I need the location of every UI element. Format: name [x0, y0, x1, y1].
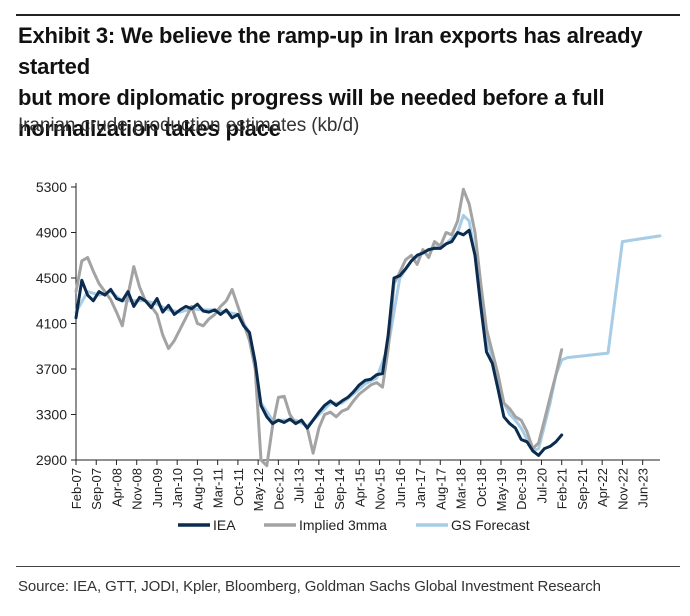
legend-label: IEA	[213, 517, 236, 533]
x-tick-label: Nov-22	[615, 468, 630, 510]
x-tick-label: Apr-08	[109, 468, 124, 507]
x-tick-label: Oct-18	[474, 468, 489, 507]
series-line-implied-3mma	[74, 187, 564, 468]
x-tick-label: Apr-15	[352, 468, 367, 507]
x-tick-label: Aug-10	[190, 468, 205, 510]
x-tick-label: Dec-19	[514, 468, 529, 510]
chart-subtitle: Iranian crude production estimates (kb/d…	[18, 115, 360, 136]
source-note: Source: IEA, GTT, JODI, Kpler, Bloomberg…	[18, 578, 601, 595]
x-tick-label: Jan-10	[170, 468, 185, 508]
x-tick-label: Aug-17	[433, 468, 448, 510]
x-tick-label: Sep-07	[89, 468, 104, 510]
series-lines	[74, 187, 662, 468]
y-tick-label: 2900	[36, 452, 67, 468]
y-tick-label: 5300	[36, 179, 67, 195]
x-tick-label: Jun-09	[150, 468, 165, 508]
x-tick-label: Sep-21	[575, 468, 590, 510]
x-tick-label: Jul-20	[534, 468, 549, 503]
x-tick-label: May-19	[494, 468, 509, 511]
y-tick-label: 4500	[36, 270, 67, 286]
x-tick-label: Dec-12	[271, 468, 286, 510]
y-tick-label: 3700	[36, 361, 67, 377]
top-rule	[16, 14, 680, 16]
x-tick-label: Jun-23	[636, 468, 651, 508]
x-tick-label: Mar-11	[211, 468, 226, 508]
x-axis: Feb-07 Sep-07 Apr-08 Nov-08 Jun-09 Jan-10 Aug-…	[69, 459, 660, 511]
x-tick-label: Apr-22	[595, 468, 610, 507]
line-chart: 2900 3300 3700 4100 4500 4900 5300 Feb-07 Sep-0…	[36, 179, 662, 533]
legend: IEA Implied 3mma GS Forecast	[178, 517, 530, 533]
y-axis: 2900 3300 3700 4100 4500 4900 5300	[36, 179, 77, 468]
x-tick-label: Feb-07	[69, 468, 84, 509]
x-tick-label: Jan-17	[413, 468, 428, 508]
bottom-rule	[16, 566, 680, 567]
y-tick-label: 4100	[36, 316, 67, 332]
x-tick-label: Feb-21	[555, 468, 570, 509]
legend-label: GS Forecast	[451, 517, 530, 533]
series-line-iea	[74, 228, 564, 457]
x-tick-label: Nov-08	[130, 468, 145, 510]
x-tick-label: Oct-11	[231, 468, 246, 506]
exhibit-title: Exhibit 3: We believe the ramp-up in Ira…	[18, 23, 643, 141]
x-tick-label: Nov-15	[373, 468, 388, 510]
x-tick-label: Feb-14	[312, 468, 327, 509]
x-tick-label: Mar-18	[454, 468, 469, 509]
x-tick-label: Jul-13	[292, 468, 307, 503]
y-tick-label: 3300	[36, 407, 67, 423]
x-tick-label: Jun-16	[393, 468, 408, 508]
legend-label: Implied 3mma	[299, 517, 387, 533]
y-tick-label: 4900	[36, 225, 67, 241]
x-tick-label: Sep-14	[332, 468, 347, 510]
x-tick-label: May-12	[251, 468, 266, 511]
